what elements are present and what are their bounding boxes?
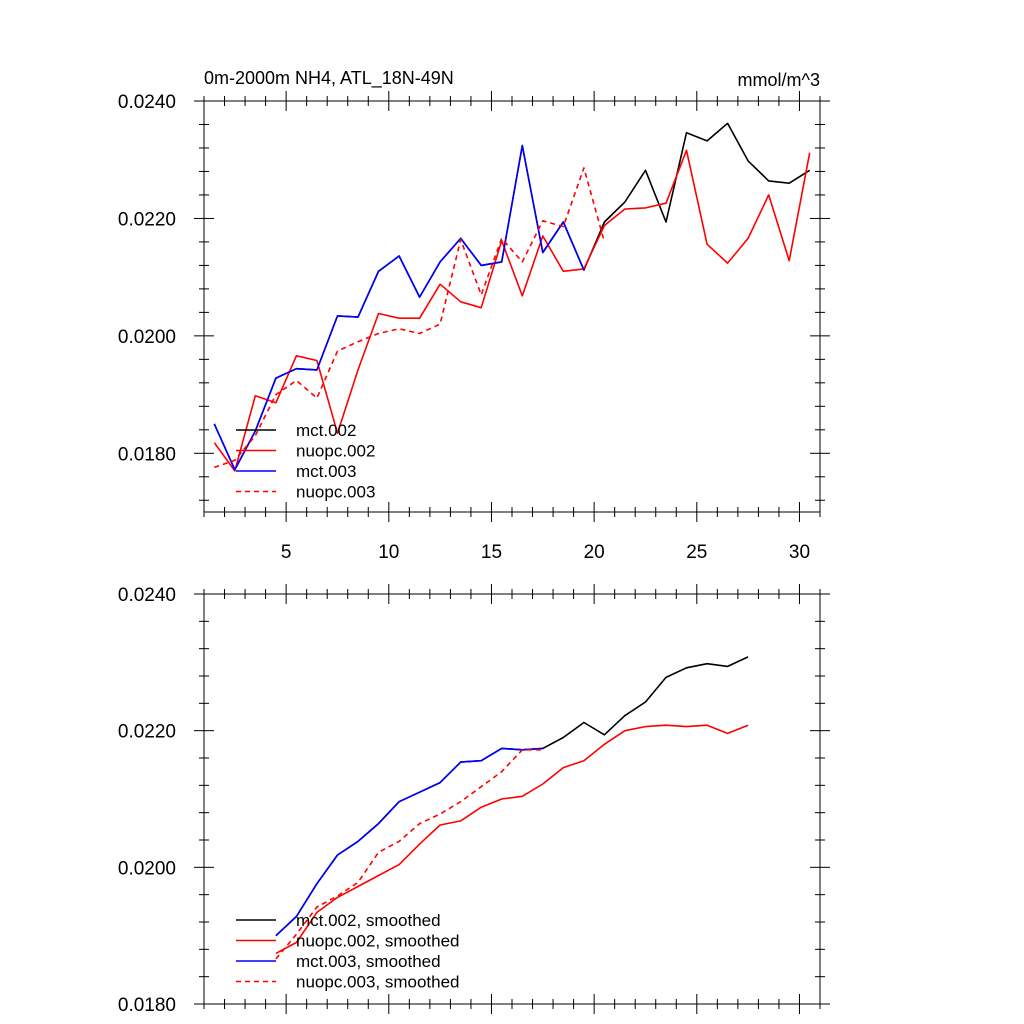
top-legend-label-nuopc-003: nuopc.003 — [296, 483, 375, 502]
top-series-nuopc-002 — [213, 149, 811, 472]
top-x-tick-label: 20 — [584, 542, 605, 563]
top-y-tick-label: 0.0180 — [118, 444, 176, 465]
bottom-panel: 0.0180 0.0200 0.0220 0.0240 mct.002, smoothe… — [118, 584, 830, 1016]
top-legend-label-mct-003: mct.003 — [296, 462, 356, 481]
top-legend-label-mct-002: mct.002 — [296, 421, 356, 440]
top-x-tick-label: 5 — [281, 542, 292, 563]
top-legend-label-nuopc-002: nuopc.002 — [296, 442, 375, 461]
top-x-tick-label: 15 — [481, 542, 502, 563]
top-panel-title: 0m-2000m NH4, ATL_18N-49N — [204, 68, 454, 89]
top-y-tick-label: 0.0220 — [118, 209, 176, 230]
bottom-y-tick-label: 0.0200 — [118, 858, 176, 879]
bottom-series-mct-002-smoothed — [275, 656, 749, 937]
top-series-nuopc-003 — [214, 167, 606, 469]
top-series-mct-002 — [213, 122, 811, 471]
bottom-y-tick-label: 0.0240 — [118, 585, 176, 606]
top-panel-units: mmol/m^3 — [738, 70, 820, 90]
top-x-tick-label: 30 — [789, 542, 810, 563]
top-y-tick-label: 0.0200 — [118, 327, 176, 348]
top-series-mct-003 — [213, 144, 585, 471]
bottom-legend-label-mct-003-smoothed: mct.003, smoothed — [296, 952, 441, 971]
bottom-y-tick-label: 0.0180 — [118, 995, 176, 1016]
bottom-legend-label-nuopc-002-smoothed: nuopc.002, smoothed — [296, 932, 460, 951]
bottom-series-mct-003-smoothed — [275, 747, 543, 937]
bottom-series-nuopc-002-smoothed — [275, 724, 749, 955]
top-x-tick-label: 25 — [686, 542, 707, 563]
bottom-y-tick-label: 0.0220 — [118, 722, 176, 743]
top-x-tick-label: 10 — [378, 542, 399, 563]
top-panel: 0m-2000m NH4, ATL_18N-49N mmol/m^3 5 10 15… — [118, 68, 830, 563]
top-y-tick-label: 0.0240 — [118, 92, 176, 113]
bottom-legend-label-mct-002-smoothed: mct.002, smoothed — [296, 911, 441, 930]
bottom-legend-label-nuopc-003-smoothed: nuopc.003, smoothed — [296, 973, 460, 992]
